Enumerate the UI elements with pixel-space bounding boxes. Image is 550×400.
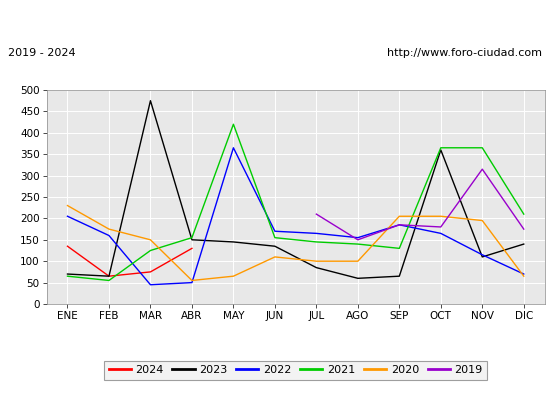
Text: http://www.foro-ciudad.com: http://www.foro-ciudad.com (387, 48, 542, 58)
Text: Evolucion Nº Turistas Nacionales en el municipio de Perdiguera: Evolucion Nº Turistas Nacionales en el m… (44, 10, 506, 26)
Text: 2019 - 2024: 2019 - 2024 (8, 48, 76, 58)
Legend: 2024, 2023, 2022, 2021, 2020, 2019: 2024, 2023, 2022, 2021, 2020, 2019 (104, 361, 487, 380)
